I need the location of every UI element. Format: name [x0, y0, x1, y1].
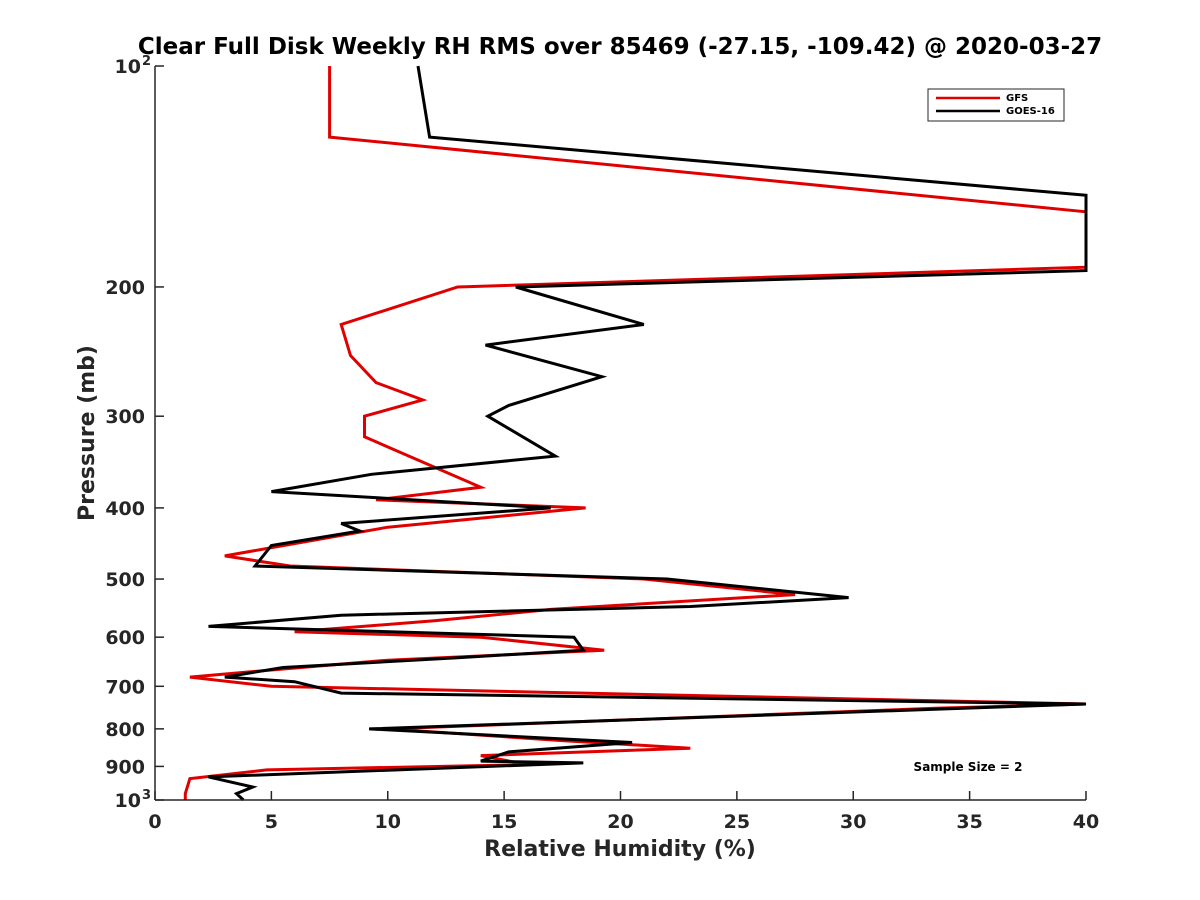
y-tick-label: 300 — [105, 406, 145, 428]
y-tick-label: 800 — [105, 719, 145, 741]
legend-label-goes16: GOES-16 — [1006, 106, 1055, 117]
legend-label-gfs: GFS — [1006, 93, 1028, 104]
legend: GFS GOES-16 — [927, 88, 1065, 122]
series-line-gfs — [183, 66, 1088, 800]
x-ticks: 0 5 10 15 20 25 30 35 40 — [148, 791, 1099, 833]
x-tick-label: 10 — [375, 811, 401, 833]
y-tick-label: 700 — [105, 676, 145, 698]
x-tick-label: 25 — [724, 811, 750, 833]
y-tick-exponent: 2 — [142, 54, 151, 69]
chart-title: Clear Full Disk Weekly RH RMS over 85469… — [138, 34, 1102, 60]
x-tick-label: 35 — [956, 811, 982, 833]
y-tick-exponent: 3 — [142, 788, 151, 803]
sample-size-annotation: Sample Size = 2 — [914, 760, 1023, 774]
plot-lines — [183, 65, 1088, 802]
x-tick-label: 0 — [148, 811, 161, 833]
x-tick-label: 40 — [1073, 811, 1099, 833]
y-tick-label: 400 — [105, 498, 145, 520]
y-tick-label: 600 — [105, 627, 145, 649]
y-tick-label: 500 — [105, 569, 145, 591]
x-tick-label: 15 — [491, 811, 517, 833]
y-tick-label: 200 — [105, 277, 145, 299]
legend-box — [927, 88, 1065, 122]
x-tick-label: 20 — [607, 811, 633, 833]
y-tick-label: 10 — [115, 790, 141, 812]
series-line-goes16 — [208, 65, 1088, 802]
x-tick-label: 30 — [840, 811, 866, 833]
y-tick-label: 900 — [105, 756, 145, 778]
y-axis-label: Pressure (mb) — [75, 345, 100, 521]
x-axis-label: Relative Humidity (%) — [484, 837, 756, 862]
x-tick-label: 5 — [265, 811, 278, 833]
y-tick-label: 10 — [115, 56, 141, 78]
